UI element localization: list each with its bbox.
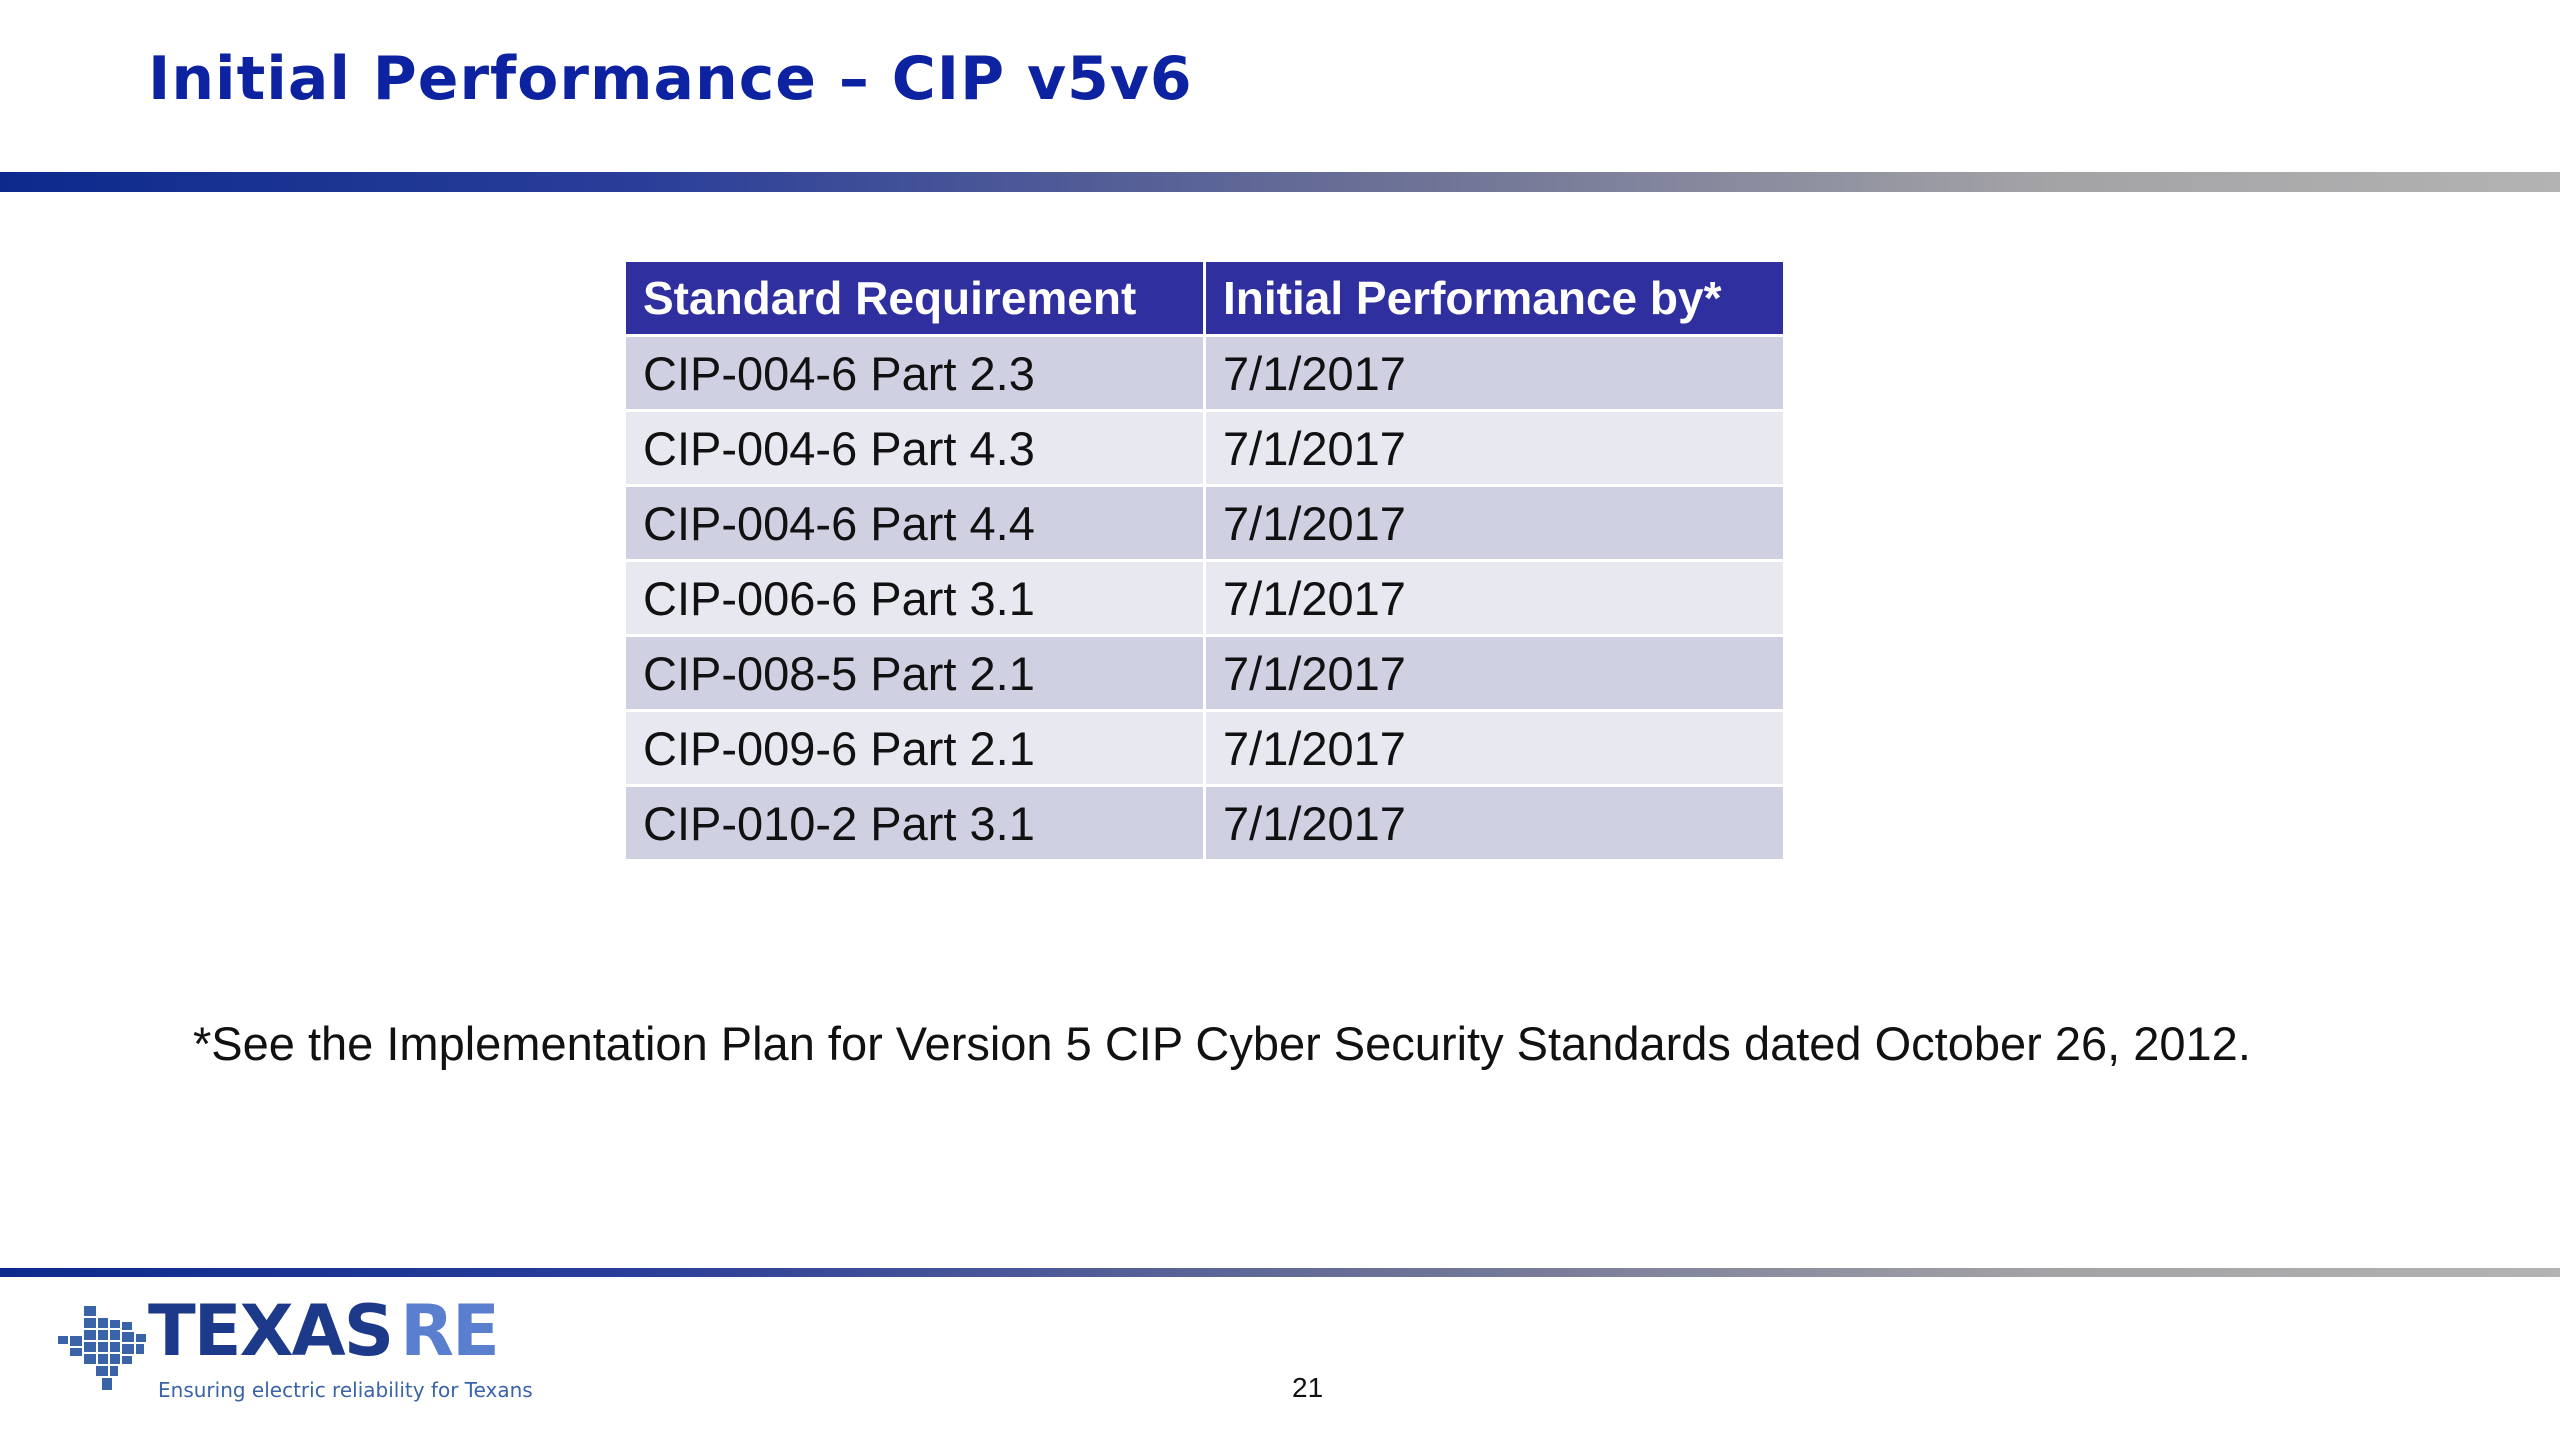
table-header-row: Standard Requirement Initial Performance… — [623, 259, 1786, 337]
cell-standard: CIP-006-6 Part 3.1 — [623, 559, 1206, 637]
cell-date: 7/1/2017 — [1203, 634, 1786, 712]
table-row: CIP-004-6 Part 2.3 7/1/2017 — [623, 334, 1786, 412]
logo-word-re: RE — [400, 1290, 500, 1372]
cell-date: 7/1/2017 — [1203, 709, 1786, 787]
title-divider — [0, 172, 2560, 192]
cell-standard: CIP-008-5 Part 2.1 — [623, 634, 1206, 712]
logo-word-texas: TEXAS — [148, 1290, 394, 1372]
logo-tagline: Ensuring electric reliability for Texans — [158, 1378, 533, 1402]
texas-map-icon — [58, 1306, 146, 1390]
cell-standard: CIP-004-6 Part 4.3 — [623, 409, 1206, 487]
slide-title: Initial Performance – CIP v5v6 — [148, 44, 1193, 114]
table-row: CIP-004-6 Part 4.4 7/1/2017 — [623, 484, 1786, 562]
table-row: CIP-010-2 Part 3.1 7/1/2017 — [623, 784, 1786, 862]
table-row: CIP-008-5 Part 2.1 7/1/2017 — [623, 634, 1786, 712]
cell-date: 7/1/2017 — [1203, 559, 1786, 637]
texas-re-logo: TEXAS RE Ensuring electric reliability fo… — [56, 1290, 533, 1408]
table-row: CIP-004-6 Part 4.3 7/1/2017 — [623, 409, 1786, 487]
cell-standard: CIP-004-6 Part 4.4 — [623, 484, 1206, 562]
column-header-initial-performance: Initial Performance by* — [1203, 259, 1786, 337]
cell-date: 7/1/2017 — [1203, 334, 1786, 412]
footer-divider — [0, 1268, 2560, 1277]
cell-standard: CIP-010-2 Part 3.1 — [623, 784, 1206, 862]
cell-date: 7/1/2017 — [1203, 484, 1786, 562]
requirements-table: Standard Requirement Initial Performance… — [623, 259, 1786, 862]
cell-standard: CIP-004-6 Part 2.3 — [623, 334, 1206, 412]
logo-wordmark: TEXAS RE — [148, 1290, 500, 1372]
cell-date: 7/1/2017 — [1203, 409, 1786, 487]
cell-standard: CIP-009-6 Part 2.1 — [623, 709, 1206, 787]
table-row: CIP-009-6 Part 2.1 7/1/2017 — [623, 709, 1786, 787]
cell-date: 7/1/2017 — [1203, 784, 1786, 862]
table-row: CIP-006-6 Part 3.1 7/1/2017 — [623, 559, 1786, 637]
page-number: 21 — [1292, 1372, 1324, 1403]
footnote: *See the Implementation Plan for Version… — [193, 1017, 2251, 1070]
column-header-standard: Standard Requirement — [623, 259, 1206, 337]
